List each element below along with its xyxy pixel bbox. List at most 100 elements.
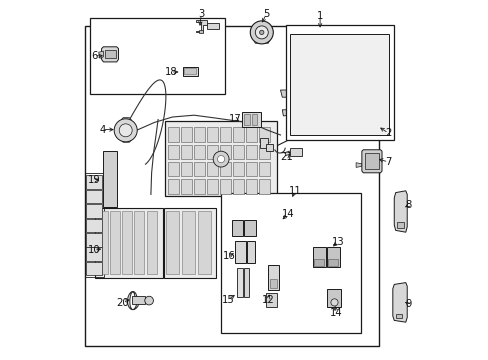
Bar — [395, 314, 401, 318]
Circle shape — [255, 26, 268, 39]
Bar — [206, 145, 218, 159]
Bar — [103, 151, 117, 207]
Bar — [313, 259, 324, 266]
Polygon shape — [121, 137, 131, 142]
Bar — [244, 268, 248, 297]
Polygon shape — [386, 66, 391, 78]
Bar — [231, 220, 243, 236]
Text: 14: 14 — [329, 308, 342, 318]
Circle shape — [144, 296, 153, 305]
Circle shape — [326, 79, 341, 94]
Text: 3: 3 — [198, 9, 204, 19]
Bar — [168, 162, 179, 176]
Text: 11: 11 — [288, 186, 301, 196]
Bar — [251, 114, 257, 125]
Bar — [166, 211, 179, 274]
Bar — [220, 179, 230, 194]
Bar — [197, 211, 210, 274]
Polygon shape — [102, 47, 118, 62]
Polygon shape — [361, 150, 381, 173]
Bar — [181, 145, 192, 159]
Bar — [194, 145, 204, 159]
Bar — [86, 204, 102, 218]
Bar — [168, 127, 179, 142]
Bar — [86, 190, 102, 203]
Polygon shape — [280, 90, 289, 97]
Text: 12: 12 — [261, 294, 274, 305]
Bar — [258, 179, 269, 194]
Text: 1: 1 — [316, 11, 323, 21]
Bar — [165, 121, 276, 196]
Bar — [104, 50, 115, 58]
Bar — [245, 127, 256, 142]
Bar — [220, 162, 230, 176]
Circle shape — [119, 124, 132, 137]
Bar — [122, 211, 132, 274]
Bar — [86, 233, 102, 247]
Bar — [90, 18, 225, 94]
Polygon shape — [393, 191, 407, 232]
Bar — [181, 162, 192, 176]
Bar — [98, 211, 107, 274]
Text: 20: 20 — [116, 298, 129, 308]
Circle shape — [330, 299, 337, 306]
Bar — [194, 127, 204, 142]
Polygon shape — [282, 110, 289, 116]
Text: 6: 6 — [91, 51, 97, 61]
Bar — [326, 289, 340, 307]
Bar — [206, 127, 218, 142]
Bar — [258, 162, 269, 176]
Bar — [86, 247, 102, 261]
Bar — [86, 175, 102, 189]
Bar — [396, 222, 404, 228]
Bar — [265, 293, 276, 307]
Bar — [258, 127, 269, 142]
Bar — [289, 148, 302, 156]
Circle shape — [114, 119, 137, 142]
Bar — [258, 145, 269, 159]
Bar — [241, 112, 261, 127]
Bar — [220, 145, 230, 159]
Bar — [259, 138, 267, 148]
Bar — [132, 296, 144, 304]
Text: 5: 5 — [263, 9, 269, 19]
Bar — [184, 68, 196, 74]
Bar — [206, 162, 218, 176]
Bar — [232, 127, 244, 142]
Polygon shape — [355, 163, 361, 167]
Bar — [163, 208, 215, 278]
Polygon shape — [386, 102, 391, 114]
Bar — [206, 179, 218, 194]
Bar — [246, 241, 254, 263]
Bar — [146, 211, 156, 274]
Bar — [110, 211, 120, 274]
Polygon shape — [196, 20, 206, 32]
Bar — [221, 193, 361, 333]
Bar — [199, 30, 203, 33]
Bar — [265, 144, 272, 151]
Text: 4: 4 — [99, 125, 105, 135]
Bar — [289, 34, 387, 135]
Text: 18: 18 — [164, 67, 177, 77]
Bar — [86, 262, 102, 275]
Bar — [244, 114, 249, 125]
Text: 10: 10 — [87, 245, 100, 255]
Bar — [181, 179, 192, 194]
Polygon shape — [253, 38, 269, 43]
Bar — [235, 241, 245, 263]
Bar — [232, 162, 244, 176]
Text: 2: 2 — [385, 128, 391, 138]
Text: 17: 17 — [229, 114, 242, 124]
Text: 13: 13 — [331, 237, 344, 247]
Polygon shape — [99, 51, 103, 58]
Polygon shape — [386, 51, 391, 64]
Bar — [245, 179, 256, 194]
Circle shape — [331, 84, 337, 89]
Bar — [220, 127, 230, 142]
Bar — [194, 179, 204, 194]
Bar — [168, 145, 179, 159]
Bar — [181, 127, 192, 142]
Bar — [245, 162, 256, 176]
Bar — [232, 179, 244, 194]
Bar — [326, 247, 339, 267]
